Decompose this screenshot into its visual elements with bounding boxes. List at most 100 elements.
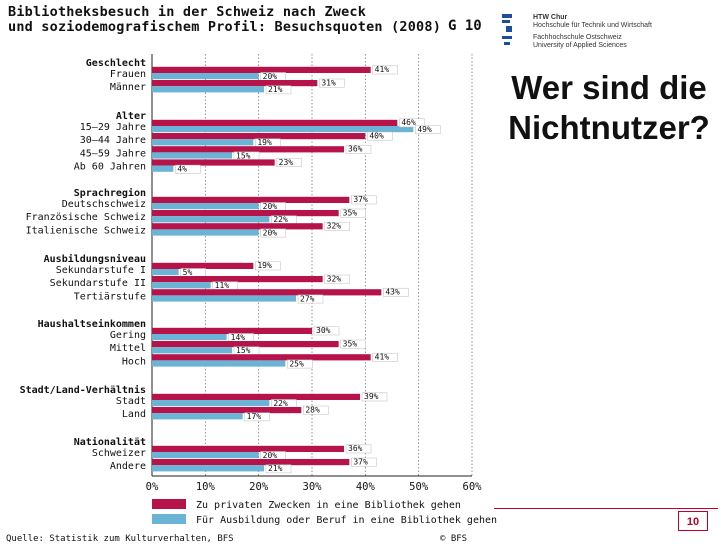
category-label: Schweizer <box>92 448 146 459</box>
bar-education <box>152 126 414 133</box>
logo-line-1: HTW Chur <box>533 14 568 21</box>
category-label: Stadt <box>116 396 146 407</box>
x-tick-label: 40% <box>356 481 376 493</box>
category-label: Männer <box>110 82 146 93</box>
legend-swatch-education <box>152 514 186 524</box>
bar-education <box>152 465 264 472</box>
value-label-private: 40% <box>369 131 384 140</box>
value-label-box <box>340 339 366 349</box>
x-tick-label: 50% <box>409 481 429 493</box>
value-label-private: 41% <box>375 353 390 362</box>
value-label-education: 20% <box>263 451 278 460</box>
bar-private <box>152 445 344 452</box>
value-label-box <box>340 208 366 218</box>
group-heading: Haushaltseinkommen <box>38 318 146 330</box>
value-label-private: 35% <box>343 208 358 217</box>
value-label-private: 35% <box>343 339 358 348</box>
bar-private <box>152 327 312 334</box>
category-label: Italienische Schweiz <box>26 225 146 236</box>
x-tick-label: 60% <box>463 481 483 493</box>
bar-private <box>152 133 366 140</box>
value-label-education: 5% <box>183 268 193 277</box>
value-label-private: 46% <box>401 118 416 127</box>
value-label-education: 15% <box>236 151 251 160</box>
value-label-education: 11% <box>215 281 230 290</box>
value-label-box <box>265 85 292 95</box>
category-label: Ab 60 Jahren <box>74 162 146 173</box>
value-label-private: 43% <box>385 288 400 297</box>
value-label-box <box>265 464 292 474</box>
value-label-box <box>383 287 409 297</box>
value-label-private: 32% <box>327 274 342 283</box>
legend-label-private: Zu privaten Zwecken in eine Bibliothek g… <box>196 500 461 511</box>
bar-private <box>152 276 323 283</box>
group-heading: Stadt/Land-Verhältnis <box>20 384 146 396</box>
value-label-education: 21% <box>268 464 283 473</box>
value-label-box <box>255 261 281 271</box>
value-label-education: 25% <box>289 359 304 368</box>
value-label-box <box>244 412 270 422</box>
category-label: 45–59 Jahre <box>80 148 146 159</box>
bar-private <box>152 393 360 400</box>
value-label-education: 14% <box>231 333 246 342</box>
value-label-box <box>287 359 313 369</box>
bar-private <box>152 196 350 203</box>
category-label: Tertiärstufe <box>74 291 146 302</box>
legend-label-education: Für Ausbildung oder Beruf in eine Biblio… <box>196 515 497 526</box>
page-number: 10 <box>678 511 708 531</box>
bar-private <box>152 119 398 126</box>
category-label: Gering <box>110 330 146 341</box>
bar-private <box>152 407 302 414</box>
value-label-box <box>345 444 372 454</box>
bar-private <box>152 66 371 73</box>
value-label-private: 28% <box>305 405 320 414</box>
bar-education <box>152 347 232 354</box>
value-label-education: 20% <box>263 228 278 237</box>
group-heading: Alter <box>116 111 146 122</box>
bar-education <box>152 86 264 93</box>
value-label-private: 41% <box>375 65 390 74</box>
value-label-box <box>372 65 398 75</box>
value-label-private: 37% <box>353 195 368 204</box>
value-label-box <box>276 158 302 167</box>
bar-private <box>152 354 371 361</box>
value-label-education: 21% <box>268 85 283 94</box>
legend-swatch-private <box>152 499 186 509</box>
value-label-box <box>324 221 350 231</box>
value-label-box <box>367 131 393 141</box>
x-tick-label: 30% <box>303 481 323 493</box>
bar-private <box>152 341 339 348</box>
bar-education <box>152 413 243 420</box>
copyright-note: © BFS <box>440 534 467 544</box>
value-label-private: 32% <box>327 222 342 231</box>
bar-private <box>152 223 323 230</box>
bar-education <box>152 360 286 367</box>
value-label-education: 15% <box>236 346 251 355</box>
category-label: Hoch <box>122 356 146 367</box>
category-label: Land <box>122 409 146 420</box>
category-label: Andere <box>110 461 146 472</box>
value-label-education: 22% <box>273 399 288 408</box>
bar-education <box>152 216 270 223</box>
bar-education <box>152 229 259 236</box>
bar-private <box>152 210 339 217</box>
value-label-education: 17% <box>247 412 262 421</box>
bar-education <box>152 452 259 459</box>
value-label-box <box>399 118 425 128</box>
value-label-box <box>303 405 329 415</box>
value-label-education: 20% <box>263 202 278 211</box>
x-tick-label: 20% <box>249 481 269 493</box>
bar-education <box>152 334 227 341</box>
group-heading: Sprachregion <box>74 187 146 199</box>
value-label-private: 37% <box>353 457 368 466</box>
bar-education <box>152 139 254 146</box>
value-label-box <box>361 392 388 402</box>
bar-education <box>152 269 179 276</box>
value-label-box <box>297 294 324 304</box>
bar-education <box>152 165 174 172</box>
chart-title-line-2: und soziodemografischem Profil: Besuchsq… <box>8 19 442 35</box>
category-label: Sekundarstufe I <box>56 265 146 276</box>
group-heading: Nationalität <box>74 436 146 448</box>
value-label-box <box>260 228 286 238</box>
